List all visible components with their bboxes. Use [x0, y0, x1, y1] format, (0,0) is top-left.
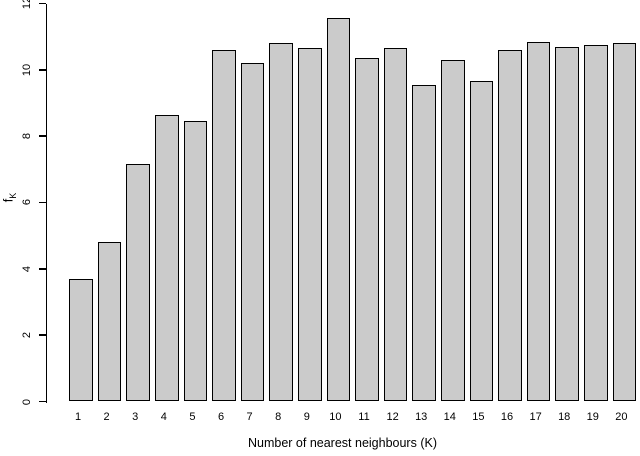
x-tick-label-11: 11	[358, 411, 370, 423]
bar-k6	[212, 49, 236, 402]
x-tick-label-6: 6	[217, 411, 225, 423]
bar-k5	[183, 121, 208, 402]
x-tick-label-19: 19	[586, 411, 599, 423]
x-tick-label-1: 1	[74, 411, 82, 423]
x-tick-label-17: 17	[529, 411, 542, 423]
x-tick-label-10: 10	[329, 411, 342, 423]
bar-k11	[355, 58, 379, 402]
x-tick-label-18: 18	[558, 411, 571, 423]
x-tick-label-20: 20	[615, 411, 628, 423]
bar-k1	[69, 278, 93, 402]
x-tick-label-5: 5	[189, 411, 196, 423]
y-tick-mark-2	[38, 334, 46, 336]
bar-k4	[155, 114, 179, 402]
bar-k16	[498, 49, 522, 402]
y-axis-label: fK	[1, 177, 19, 219]
bar-k8	[269, 43, 293, 402]
bar-k13	[412, 84, 436, 402]
bar-k15	[469, 81, 494, 402]
y-tick-label-4: 4	[21, 265, 33, 272]
y-axis-line	[45, 3, 47, 403]
y-tick-mark-4	[38, 268, 46, 270]
x-tick-label-7: 7	[246, 411, 253, 423]
bar-k17	[526, 41, 551, 402]
x-tick-label-8: 8	[275, 411, 282, 423]
bar-k19	[584, 44, 608, 402]
x-tick-label-12: 12	[386, 411, 399, 423]
bar-k3	[126, 164, 150, 402]
y-axis-label-base: f	[1, 198, 16, 203]
bar-k7	[240, 63, 265, 402]
bar-k14	[441, 59, 465, 402]
y-tick-label-8: 8	[21, 133, 33, 140]
bar-k18	[555, 46, 579, 402]
x-tick-label-16: 16	[500, 411, 514, 423]
y-axis-label-subscript: K	[8, 192, 18, 199]
bar-k10	[326, 18, 351, 402]
y-tick-label-10: 10	[21, 63, 33, 76]
y-tick-label-0: 0	[21, 398, 33, 405]
y-tick-label-6: 6	[21, 199, 33, 206]
y-tick-mark-12	[38, 2, 46, 5]
x-tick-label-13: 13	[415, 411, 428, 423]
y-tick-mark-0	[38, 400, 46, 403]
x-tick-label-9: 9	[303, 411, 310, 423]
bar-k12	[383, 48, 408, 402]
x-tick-label-14: 14	[443, 411, 456, 423]
y-tick-label-2: 2	[21, 332, 33, 339]
x-tick-label-4: 4	[160, 411, 167, 423]
x-tick-label-2: 2	[103, 411, 110, 423]
x-axis-label: Number of nearest neighbours (K)	[248, 436, 437, 450]
x-tick-label-3: 3	[132, 411, 139, 423]
y-tick-label-12: 12	[21, 0, 33, 10]
bar-k2	[97, 242, 122, 402]
y-tick-mark-6	[38, 201, 46, 204]
bar-k9	[298, 48, 322, 402]
y-tick-mark-8	[38, 135, 46, 137]
x-tick-label-15: 15	[472, 411, 485, 423]
y-tick-mark-10	[38, 69, 46, 71]
bar-k20	[612, 43, 637, 402]
